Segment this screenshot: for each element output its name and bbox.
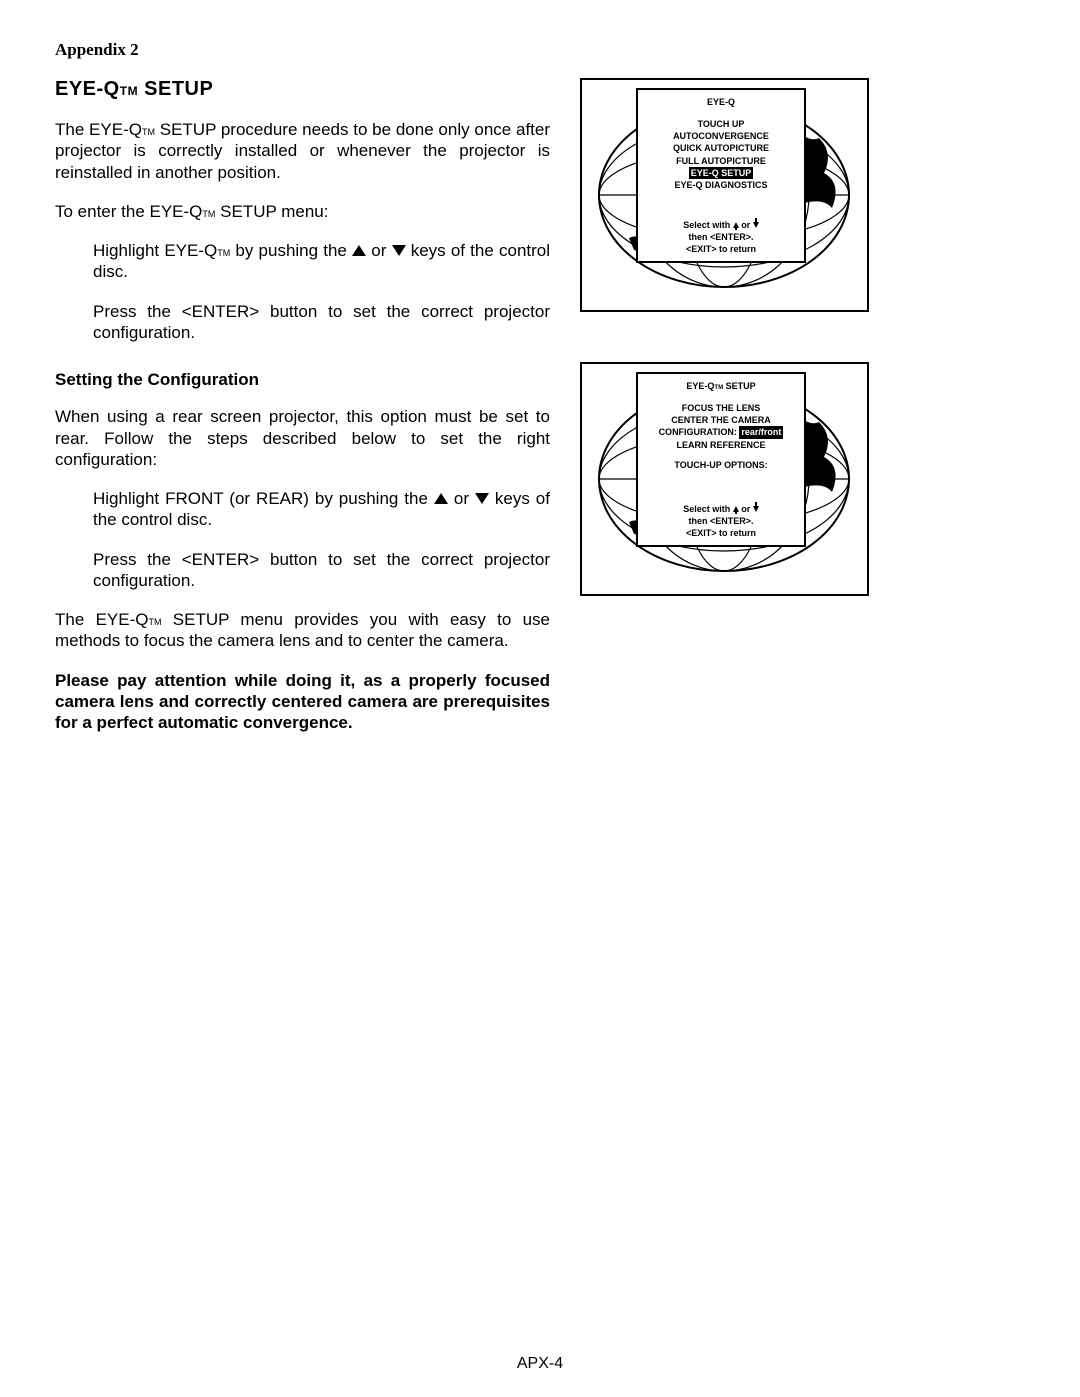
down-arrow-icon: [475, 493, 489, 504]
up-arrow-icon: [733, 506, 739, 512]
appendix-header: Appendix 2: [55, 40, 1025, 60]
eye-q-setup-dialog: EYE-QTM SETUP FOCUS THE LENS CENTER THE …: [636, 372, 806, 547]
down-arrow-icon: [392, 245, 406, 256]
screen-illustration-2: EYE-QTM SETUP FOCUS THE LENS CENTER THE …: [580, 362, 869, 596]
menu-item: AUTOCONVERGENCE: [642, 130, 800, 142]
menu-item: CENTER THE CAMERA: [642, 414, 800, 426]
up-arrow-icon: [352, 245, 366, 256]
dialog-hint: Select with or then <ENTER>. <EXIT> to r…: [638, 503, 804, 539]
menu-item: TOUCH UP: [642, 118, 800, 130]
up-arrow-icon: [733, 222, 739, 228]
menu-item-selected: EYE-Q SETUP: [642, 167, 800, 179]
title-post: SETUP: [138, 78, 213, 100]
subheading-config: Setting the Configuration: [55, 369, 550, 390]
press-enter-step: Press the <ENTER> button to set the corr…: [93, 301, 550, 344]
dialog-title: EYE-Q: [642, 96, 800, 108]
menu-item: EYE-Q DIAGNOSTICS: [642, 179, 800, 191]
menu-item: TOUCH-UP OPTIONS:: [642, 459, 800, 471]
eye-q-menu-dialog: EYE-Q TOUCH UP AUTOCONVERGENCE QUICK AUT…: [636, 88, 806, 263]
highlight-front-step: Highlight FRONT (or REAR) by pushing the…: [93, 488, 550, 531]
dialog-hint: Select with or then <ENTER>. <EXIT> to r…: [638, 219, 804, 255]
down-arrow-icon: [753, 506, 759, 512]
down-arrow-icon: [753, 222, 759, 228]
enter-menu-para: To enter the EYE-QTM SETUP menu:: [55, 201, 550, 222]
dialog-title: EYE-QTM SETUP: [642, 380, 800, 392]
menu-item: QUICK AUTOPICTURE: [642, 142, 800, 154]
title-pre: EYE-Q: [55, 78, 120, 100]
intro-para: The EYE-QTM SETUP procedure needs to be …: [55, 119, 550, 183]
up-arrow-icon: [434, 493, 448, 504]
menu-provides-para: The EYE-QTM SETUP menu provides you with…: [55, 609, 550, 652]
warning-para: Please pay attention while doing it, as …: [55, 670, 550, 734]
press-enter-step2: Press the <ENTER> button to set the corr…: [93, 549, 550, 592]
screen-illustration-1: EYE-Q TOUCH UP AUTOCONVERGENCE QUICK AUT…: [580, 78, 869, 312]
page-number: APX-4: [0, 1355, 1080, 1373]
menu-item: LEARN REFERENCE: [642, 439, 800, 451]
menu-item-config: CONFIGURATION: rear/front: [642, 426, 800, 438]
menu-item: FULL AUTOPICTURE: [642, 155, 800, 167]
title-tm: TM: [120, 84, 138, 98]
page-title: EYE-QTM SETUP: [55, 78, 550, 101]
config-intro: When using a rear screen projector, this…: [55, 406, 550, 470]
highlight-step: Highlight EYE-QTM by pushing the or keys…: [93, 240, 550, 283]
menu-item: FOCUS THE LENS: [642, 402, 800, 414]
